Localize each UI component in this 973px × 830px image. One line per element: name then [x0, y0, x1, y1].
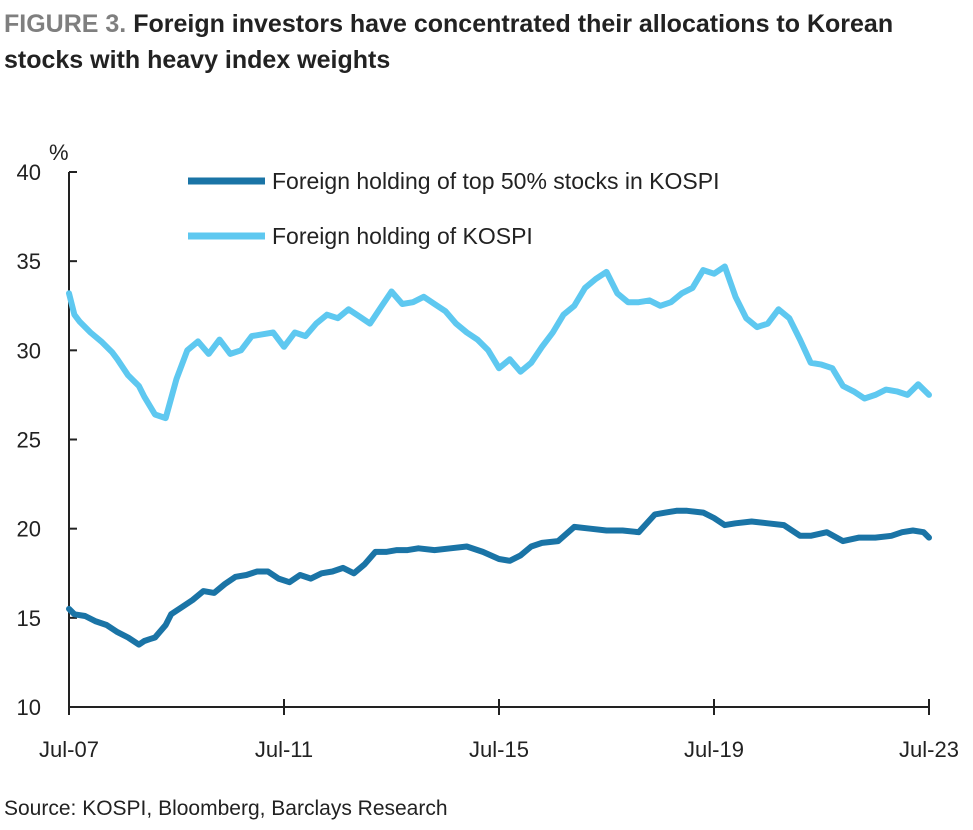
y-tick-label: 10 [17, 695, 41, 720]
y-tick-label: 25 [17, 428, 41, 453]
x-tick-label: Jul-07 [39, 737, 99, 762]
x-tick-label: Jul-23 [899, 737, 959, 762]
figure-title-text: Foreign investors have concentrated thei… [4, 10, 894, 74]
y-tick-label: 40 [17, 160, 41, 185]
figure-title: FIGURE 3. Foreign investors have concent… [4, 6, 969, 78]
y-axis-label: % [49, 140, 69, 165]
source-note: Source: KOSPI, Bloomberg, Barclays Resea… [4, 797, 448, 820]
legend-label: Foreign holding of KOSPI [272, 223, 533, 249]
y-tick-label: 30 [17, 338, 41, 363]
x-tick-label: Jul-11 [255, 737, 313, 762]
y-tick-label: 20 [17, 517, 41, 542]
legend-label: Foreign holding of top 50% stocks in KOS… [272, 168, 719, 194]
series-line-kospi [66, 263, 932, 422]
y-tick-label: 35 [17, 249, 41, 274]
y-tick-label: 15 [17, 606, 41, 631]
line-chart: 10 15 20 25 30 35 40% Jul-07 Jul-11 Jul-15 Jul-19 J… [17, 140, 959, 762]
series-line-top50 [66, 507, 932, 648]
figure-label: FIGURE 3. [4, 10, 127, 38]
x-tick-label: Jul-19 [684, 737, 744, 762]
chart-axes: 10 15 20 25 30 35 40% Jul-07 Jul-11 Jul-15 Jul-19 J… [17, 140, 959, 762]
chart-legend: Foreign holding of top 50% stocks in KOS… [188, 168, 719, 249]
series-layer [66, 263, 932, 648]
x-tick-label: Jul-15 [469, 737, 529, 762]
